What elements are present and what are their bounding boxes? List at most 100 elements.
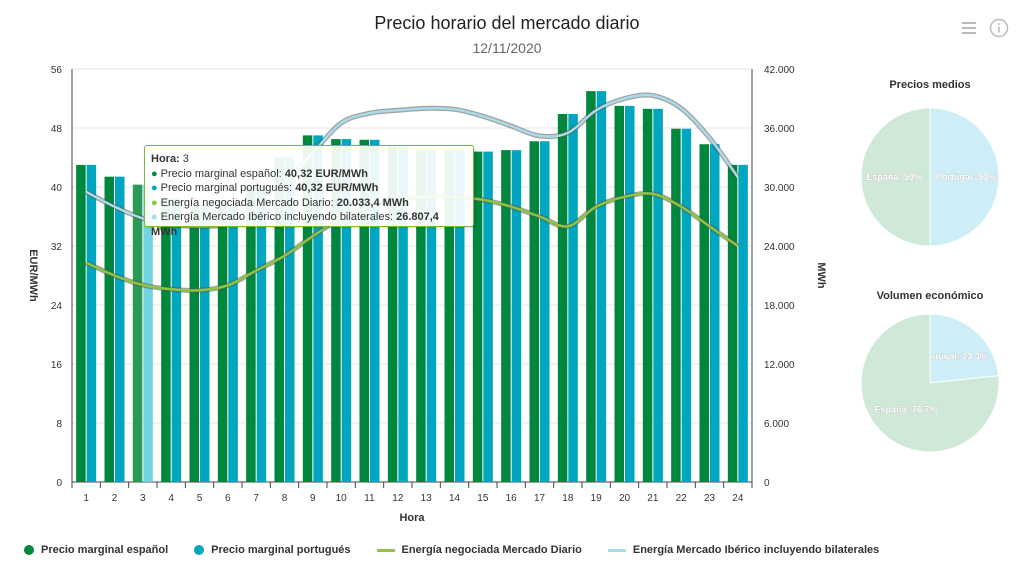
legend-item-energy-iberian[interactable]: Energía Mercado Ibérico incluyendo bilat… <box>607 544 879 556</box>
bar-portuguese-price <box>256 187 267 482</box>
pie-slice <box>929 107 1000 247</box>
bar-spanish-price <box>104 176 114 483</box>
bar-portuguese-price <box>115 176 125 483</box>
x-tick-label: 23 <box>704 493 716 504</box>
x-tick-label: 20 <box>619 493 631 504</box>
legend-dot-icon <box>194 545 205 555</box>
bullet-icon: ● <box>151 211 158 223</box>
x-tick-label: 9 <box>310 493 316 504</box>
bar-spanish-price <box>189 205 199 482</box>
bar-spanish-price <box>132 184 143 482</box>
pie-slice <box>860 107 931 247</box>
bar-portuguese-price <box>426 150 437 482</box>
tooltip-row: ● Energía negociada Mercado Diario: 20.03… <box>151 196 409 209</box>
x-tick-label: 5 <box>197 493 203 504</box>
bar-portuguese-price <box>710 144 720 482</box>
bar-spanish-price <box>302 135 313 482</box>
bullet-icon: ● <box>151 196 158 209</box>
legend-label: Precio marginal portugués <box>211 544 351 556</box>
bar-spanish-price <box>416 150 426 482</box>
bar-spanish-price <box>359 139 369 483</box>
bar-portuguese-price <box>398 146 408 482</box>
x-tick-label: 7 <box>253 493 259 504</box>
chart-subtitle: 12/11/2020 <box>472 40 542 56</box>
bar-spanish-price <box>671 128 681 483</box>
bar-spanish-price <box>586 91 596 482</box>
y-axis-title-left: EUR/MWh <box>27 249 39 302</box>
bar-spanish-price <box>699 144 709 482</box>
bar-spanish-price <box>217 201 228 482</box>
bar-portuguese-price <box>200 205 210 482</box>
bar-portuguese-price <box>596 91 607 482</box>
bar-portuguese-price <box>511 150 522 482</box>
legend-item-energy-daily[interactable]: Energía negociada Mercado Diario <box>376 544 582 556</box>
bar-portuguese-price <box>568 113 578 483</box>
chart-legend: Precio marginal español Precio marginal … <box>24 544 879 556</box>
chart-title: Precio horario del mercado diario <box>374 13 640 33</box>
bar-portuguese-price <box>313 135 323 482</box>
x-tick-label: 17 <box>534 493 546 504</box>
bar-spanish-price <box>331 139 341 482</box>
bar-spanish-price <box>161 198 171 482</box>
x-tick-label: 16 <box>506 493 518 504</box>
x-tick-label: 11 <box>364 493 375 504</box>
pie-slice-label: España: 76.7% <box>875 405 938 415</box>
bullet-icon: ● <box>151 182 158 194</box>
bar-portuguese-price <box>455 150 465 482</box>
y-tick-label-right: 0 <box>764 478 770 489</box>
x-tick-label: 15 <box>477 493 489 504</box>
bar-portuguese-price <box>483 151 493 482</box>
bar-spanish-price <box>274 157 284 482</box>
legend-item-portuguese-price[interactable]: Precio marginal portugués <box>194 544 351 556</box>
x-tick-label: 4 <box>168 493 174 504</box>
bar-spanish-price <box>76 164 86 482</box>
y-tick-label-right: 36.000 <box>764 124 795 135</box>
tooltip-row: ● Precio marginal portugués: 40,32 EUR/MW… <box>151 182 379 194</box>
x-tick-label: 13 <box>421 493 433 504</box>
bar-portuguese-price <box>86 164 97 482</box>
x-tick-label: 6 <box>225 493 231 504</box>
legend-item-spanish-price[interactable]: Precio marginal español <box>24 544 168 556</box>
x-tick-label: 18 <box>562 493 574 504</box>
pie-slice <box>929 313 1000 384</box>
y-tick-label-left: 56 <box>51 65 63 76</box>
y-tick-label-right: 12.000 <box>764 360 795 371</box>
legend-line-icon <box>607 548 626 552</box>
y-tick-label-right: 24.000 <box>764 242 795 253</box>
x-axis-title: Hora <box>399 512 425 524</box>
x-tick-label: 14 <box>449 493 461 504</box>
x-tick-label: 10 <box>336 493 348 504</box>
y-tick-label-left: 8 <box>56 419 62 430</box>
y-tick-label-left: 32 <box>51 242 63 253</box>
bar-spanish-price <box>614 105 624 482</box>
x-tick-label: 19 <box>591 493 603 504</box>
x-tick-label: 24 <box>732 493 744 504</box>
bar-portuguese-price <box>681 128 692 483</box>
legend-line-icon <box>376 548 395 552</box>
chart-tooltip: Hora: 3 ● Precio marginal español: 40,32 … <box>144 145 474 238</box>
bar-portuguese-price <box>625 105 635 482</box>
x-tick-label: 3 <box>140 493 146 504</box>
bar-spanish-price <box>246 187 256 482</box>
tooltip-hour: Hora: 3 <box>151 153 189 165</box>
y-tick-label-right: 42.000 <box>764 65 795 76</box>
chart-toolbar <box>958 17 1010 39</box>
x-tick-label: 21 <box>647 493 659 504</box>
y-tick-label-left: 16 <box>51 360 63 371</box>
bar-spanish-price <box>642 108 653 482</box>
hamburger-menu-icon[interactable] <box>958 17 980 39</box>
y-tick-label-left: 0 <box>56 478 62 489</box>
bar-portuguese-price <box>228 201 238 482</box>
bar-portuguese-price <box>285 157 295 482</box>
tooltip-row: ● Energía Mercado Ibérico incluyendo bila… <box>151 211 439 238</box>
x-tick-label: 1 <box>83 493 89 504</box>
bar-portuguese-price <box>653 108 663 482</box>
bar-spanish-price <box>387 146 398 482</box>
bar-spanish-price <box>529 141 539 482</box>
legend-dot-icon <box>24 545 34 555</box>
y-tick-label-right: 6.000 <box>764 419 789 430</box>
y-tick-label-right: 30.000 <box>764 183 795 194</box>
tooltip-row: ● Precio marginal español: 40,32 EUR/MWh <box>151 167 368 180</box>
info-icon[interactable] <box>988 17 1010 39</box>
